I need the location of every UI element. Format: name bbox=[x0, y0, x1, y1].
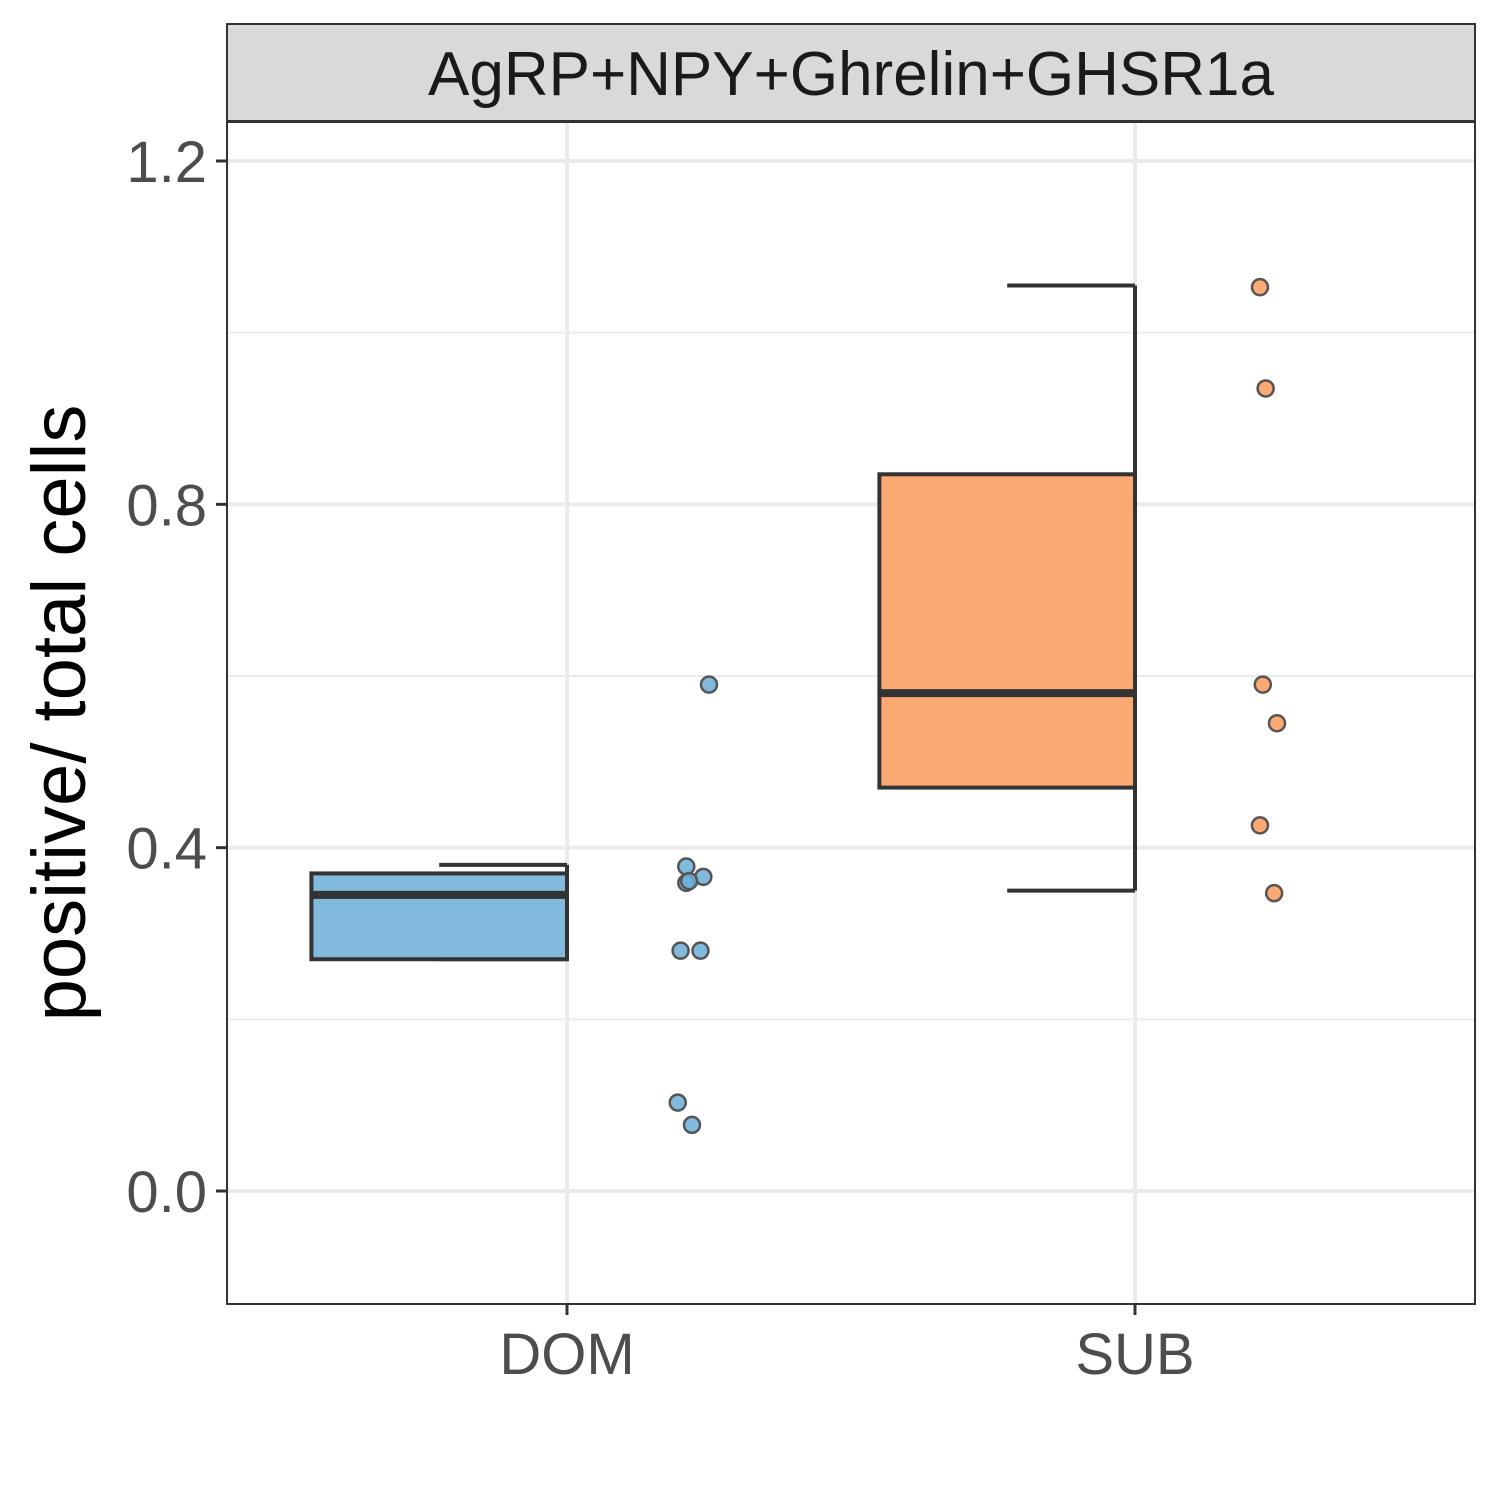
box-dom bbox=[309, 862, 569, 962]
data-point-dom bbox=[691, 941, 710, 960]
facet-strip-label: AgRP+NPY+Ghrelin+GHSR1a bbox=[428, 40, 1275, 109]
data-point-sub bbox=[1267, 713, 1287, 733]
data-point-sub bbox=[1256, 379, 1275, 398]
y-tick-label: 0.4 bbox=[126, 817, 207, 882]
y-axis-title: positive/ total cells bbox=[17, 405, 102, 1022]
x-tick-label: DOM bbox=[499, 1322, 634, 1387]
data-point-dom bbox=[677, 857, 696, 876]
box-layer bbox=[309, 283, 1138, 962]
data-point-sub bbox=[1253, 675, 1273, 694]
data-point-sub bbox=[1250, 277, 1270, 297]
data-point-dom bbox=[668, 1093, 688, 1112]
data-point-dom bbox=[671, 941, 690, 960]
data-point-dom bbox=[682, 1115, 702, 1135]
box-rect bbox=[309, 871, 569, 962]
y-tick-label: 0.0 bbox=[126, 1160, 207, 1225]
plot-panel bbox=[227, 122, 1475, 1304]
y-tick-label: 1.2 bbox=[126, 130, 207, 195]
point-layer bbox=[668, 277, 1287, 1135]
y-tick-label: 0.8 bbox=[126, 473, 207, 538]
data-point-sub bbox=[1250, 816, 1270, 835]
data-point-dom bbox=[699, 675, 719, 694]
data-point-dom bbox=[679, 871, 699, 891]
plot-panel-border bbox=[226, 121, 1476, 1305]
x-tick-label: SUB bbox=[1075, 1322, 1194, 1387]
box-rect bbox=[877, 472, 1138, 790]
box-sub bbox=[877, 283, 1138, 893]
facet-strip bbox=[226, 23, 1476, 122]
data-point-sub bbox=[1264, 883, 1284, 903]
axis-layer: 0.0 0.4 0.8 1.2 DOM SUB bbox=[126, 130, 1194, 1387]
